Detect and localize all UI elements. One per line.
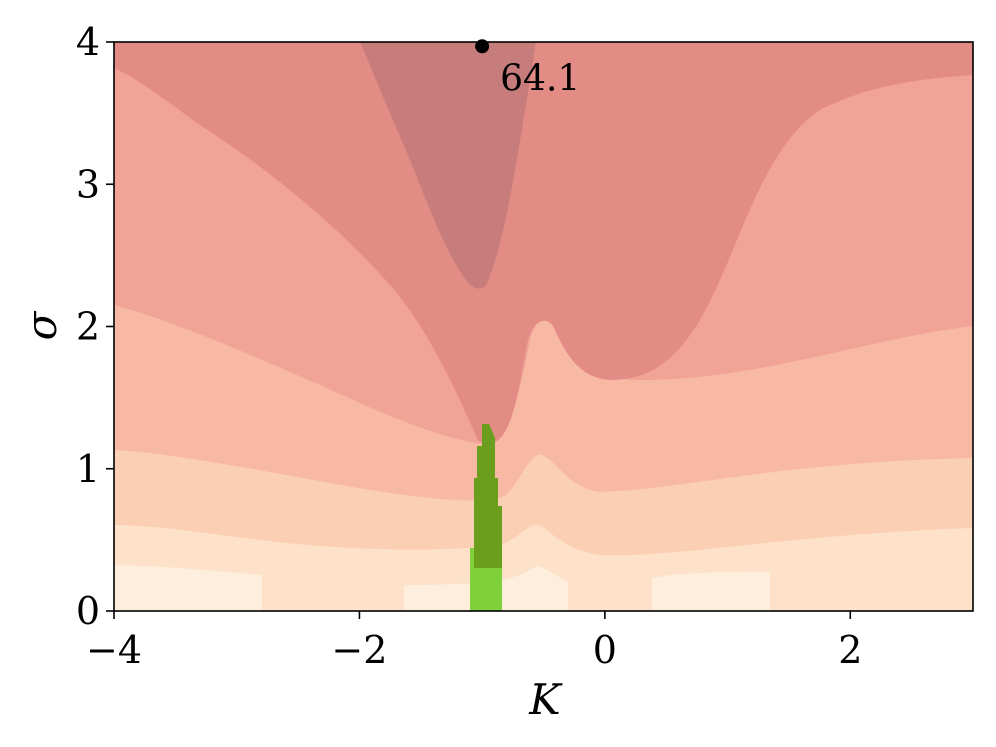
- y-tick-label: 1: [76, 447, 100, 491]
- x-tick-label: 2: [838, 628, 862, 672]
- y-tick-label: 4: [76, 20, 100, 64]
- x-axis-ticks: −4 −2 0 2: [86, 611, 862, 672]
- x-tick-label: 0: [593, 628, 617, 672]
- max-point-marker: [475, 39, 490, 54]
- feasible-region-upper: [474, 424, 502, 568]
- contour-level-6: [360, 42, 536, 289]
- contour-fills: [114, 42, 973, 611]
- x-axis-label: K: [528, 675, 563, 724]
- x-tick-label: −4: [86, 628, 142, 672]
- y-axis-label: σ: [17, 310, 66, 340]
- max-point-label: 64.1: [500, 58, 580, 99]
- x-tick-label: −2: [331, 628, 387, 672]
- y-tick-label: 3: [76, 162, 100, 206]
- y-tick-label: 0: [76, 589, 100, 633]
- contour-level-5: [114, 42, 973, 444]
- y-axis-ticks: 0 1 2 3 4: [76, 20, 114, 633]
- y-tick-label: 2: [76, 305, 100, 349]
